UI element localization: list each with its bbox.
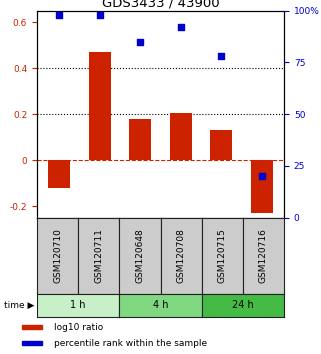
Text: GSM120716: GSM120716 xyxy=(259,228,268,283)
Bar xyxy=(251,160,273,213)
Text: time ▶: time ▶ xyxy=(4,301,34,310)
Bar xyxy=(169,113,192,160)
Bar xyxy=(48,160,70,188)
Text: GSM120710: GSM120710 xyxy=(53,228,62,283)
Text: 4 h: 4 h xyxy=(153,300,168,310)
Bar xyxy=(129,119,152,160)
Text: 1 h: 1 h xyxy=(70,300,86,310)
Text: GSM120715: GSM120715 xyxy=(218,228,227,283)
Point xyxy=(259,173,265,179)
Point xyxy=(56,12,62,18)
Bar xyxy=(22,341,42,345)
Point xyxy=(178,24,183,30)
Bar xyxy=(22,325,42,329)
Text: 24 h: 24 h xyxy=(232,300,254,310)
Text: log10 ratio: log10 ratio xyxy=(54,322,103,331)
Point xyxy=(97,12,102,18)
Text: GSM120711: GSM120711 xyxy=(94,228,103,283)
Text: percentile rank within the sample: percentile rank within the sample xyxy=(54,339,207,348)
Text: GSM120648: GSM120648 xyxy=(135,228,144,283)
Bar xyxy=(89,52,111,160)
Point xyxy=(219,53,224,59)
Title: GDS3433 / 43900: GDS3433 / 43900 xyxy=(102,0,219,10)
Text: GSM120708: GSM120708 xyxy=(177,228,186,283)
Bar xyxy=(210,130,232,160)
Point xyxy=(138,39,143,45)
